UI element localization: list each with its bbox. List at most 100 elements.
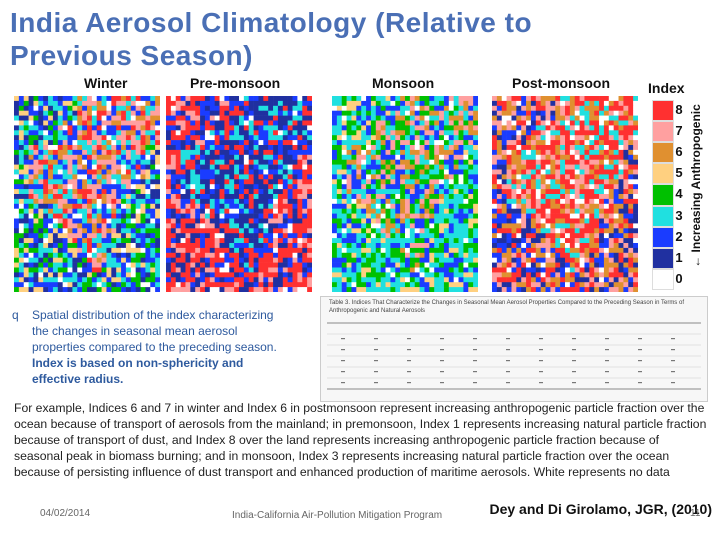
map-cell [62, 115, 68, 121]
map-cell [463, 125, 469, 131]
map-cell [545, 189, 551, 195]
map-cell [277, 208, 284, 214]
map-cell [550, 169, 556, 175]
map-cell [297, 120, 303, 126]
map-cell [209, 120, 215, 126]
map-cell [277, 252, 284, 258]
map-cell [332, 203, 338, 209]
map-cell [166, 96, 172, 102]
index-legend-title: Index [648, 80, 685, 96]
map-cell [521, 189, 527, 195]
map-cell [409, 282, 416, 288]
map-cell [341, 184, 347, 190]
map-cell [38, 149, 44, 156]
map-cell [341, 135, 347, 141]
map-cell [414, 282, 420, 288]
map-cell [623, 179, 629, 185]
map-cell [292, 267, 298, 273]
map-cell [400, 277, 406, 283]
map-cell [87, 282, 93, 288]
map-cell [628, 130, 634, 136]
map-cell [243, 120, 250, 126]
map-cell [332, 218, 338, 224]
map-cell [453, 159, 459, 165]
map-cell [135, 243, 141, 249]
map-cell [603, 110, 610, 116]
map-cell [341, 189, 347, 195]
map-cell [603, 96, 610, 102]
map-cell [346, 252, 352, 258]
map-cell [52, 287, 59, 292]
map-cell [458, 110, 464, 116]
map-cell [608, 189, 614, 195]
map-cell [521, 110, 527, 116]
map-cell [268, 272, 274, 278]
map-cell [52, 140, 59, 146]
map-cell [439, 100, 445, 107]
map-cell [579, 218, 585, 224]
map-cell [496, 189, 503, 195]
map-cell [458, 96, 464, 102]
map-cell [125, 174, 132, 180]
map-cell [292, 282, 298, 288]
map-cell [263, 120, 269, 126]
map-cell [448, 154, 454, 160]
map-cell [125, 272, 132, 278]
map-cell [307, 287, 312, 292]
map-cell [77, 228, 83, 234]
map-cell [239, 169, 245, 175]
map-cell [239, 159, 245, 165]
map-cell [214, 277, 220, 283]
map-cell [336, 110, 343, 116]
map-cell [150, 287, 156, 292]
map-cell [569, 267, 576, 273]
map-cell [516, 203, 522, 209]
map-cell [180, 125, 186, 131]
map-cell [263, 115, 269, 121]
map-cell [579, 194, 585, 200]
map-cell [424, 243, 430, 249]
map-cell [253, 243, 259, 249]
map-cell [243, 154, 250, 160]
map-cell [555, 277, 561, 283]
map-cell [608, 145, 614, 151]
map-cell [170, 267, 177, 273]
map-cell [229, 277, 235, 283]
map-cell [190, 252, 196, 258]
map-cell [180, 257, 186, 263]
map-cell [219, 213, 225, 219]
map-cell [135, 169, 141, 175]
map-cell [14, 243, 20, 249]
map-cell [170, 282, 177, 288]
map-cell [214, 115, 220, 121]
map-cell [434, 179, 440, 185]
map-cell [277, 233, 284, 239]
map-cell [204, 100, 211, 107]
map-cell [453, 218, 459, 224]
map-cell [521, 145, 527, 151]
map-cell [52, 184, 59, 190]
map-cell [346, 179, 352, 185]
map-cell [234, 213, 240, 219]
table-cell-mark [671, 360, 675, 362]
map-cell [506, 203, 512, 209]
map-cell [67, 169, 73, 175]
map-cell [409, 179, 416, 185]
map-cell [526, 145, 532, 151]
map-cell [346, 120, 352, 126]
map-cell [516, 100, 522, 107]
map-cell [224, 272, 230, 278]
map-cell [302, 189, 308, 195]
map-cell [116, 135, 122, 141]
map-cell [101, 140, 107, 146]
map-cell [463, 194, 469, 200]
map-cell [569, 96, 576, 102]
map-cell [175, 184, 181, 190]
map-cell [419, 272, 425, 278]
map-cell [390, 130, 396, 136]
map-cell [125, 287, 132, 292]
map-cell [175, 233, 181, 239]
map-cell [560, 96, 566, 102]
map-cell [302, 247, 308, 254]
map-cell [253, 154, 259, 160]
